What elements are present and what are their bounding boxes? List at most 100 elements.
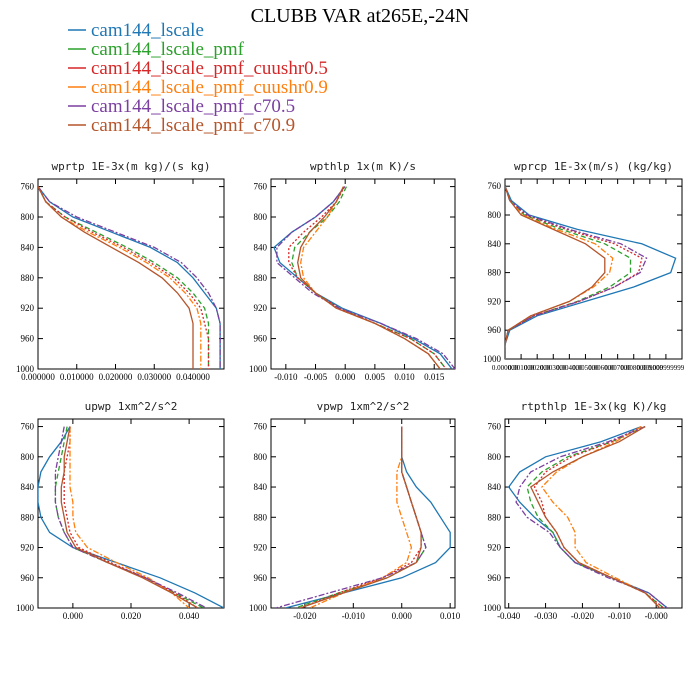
y-tick-label: 880 (488, 512, 502, 522)
x-tick-label: 0.020 (121, 611, 142, 621)
panel-title: vpwp 1xm^2/s^2 (317, 400, 410, 413)
y-tick-label: 760 (488, 181, 502, 191)
x-tick-label: 0.001000 (508, 364, 535, 372)
x-tick-label: 0.040 (179, 611, 200, 621)
x-tick-label: 0.010 (440, 611, 461, 621)
series-line (60, 426, 199, 608)
y-tick-label: 840 (488, 482, 502, 492)
plot-frame (504, 418, 683, 609)
x-tick-label: -0.020 (571, 611, 595, 621)
plot-frame (270, 178, 456, 370)
series-group (507, 425, 668, 608)
x-tick-label: -0.005 (304, 372, 328, 382)
series-line (38, 186, 194, 369)
y-tick-label: 880 (21, 273, 35, 283)
series-line (38, 186, 210, 369)
y-tick-label: 1000 (249, 364, 268, 374)
y-tick-label: 960 (254, 573, 268, 583)
panel-title: wprtp 1E-3x(m kg)/(s kg) (52, 160, 211, 173)
x-tick-label: 0.040000 (176, 372, 210, 382)
x-tick-label: 0.030000 (137, 372, 171, 382)
series-group (505, 185, 677, 359)
series-line (515, 425, 668, 608)
series-line (533, 426, 665, 608)
legend-label: cam144_lscale_pmf_c70.5 (91, 96, 295, 117)
x-tick-label: -0.030 (534, 611, 558, 621)
y-tick-label: 1000 (16, 364, 35, 374)
x-tick-label: 0.015 (424, 372, 445, 382)
x-tick-label: 0.000 (392, 611, 413, 621)
panel-title: wpthlp 1x(m K)/s (310, 160, 416, 173)
chart-panel: wpthlp 1x(m K)/s 760 800 840 880 920 960 1000 -0… (249, 160, 456, 382)
series-line (291, 186, 447, 369)
series-line (505, 185, 677, 359)
y-tick-label: 800 (21, 212, 35, 222)
series-line (505, 185, 643, 359)
series-line (63, 426, 199, 608)
x-tick-label: 0.000 (63, 611, 84, 621)
x-tick-label: 0.020000 (99, 372, 133, 382)
series-line (541, 426, 661, 608)
panel-title: upwp 1xm^2/s^2 (85, 400, 178, 413)
series-line (285, 426, 451, 608)
x-tick-label: 0.003000 (540, 364, 567, 372)
x-tick-label: 0.000000 (492, 364, 519, 372)
series-group (273, 186, 455, 369)
series-group (38, 186, 221, 369)
series-group (38, 426, 224, 608)
y-tick-label: 800 (21, 452, 35, 462)
series-line (297, 186, 441, 369)
series-line (299, 426, 422, 608)
series-line (526, 426, 665, 608)
y-tick-label: 920 (488, 543, 502, 553)
y-tick-label: 1000 (249, 603, 268, 613)
x-tick-label: -0.000 (645, 611, 669, 621)
y-tick-label: 920 (254, 543, 268, 553)
y-tick-label: 840 (254, 242, 268, 252)
chart-panel: upwp 1xm^2/s^2 760 800 840 880 920 960 1000 0.00… (16, 400, 225, 621)
y-tick-label: 920 (488, 296, 502, 306)
legend-entry: cam144_lscale_pmf_cuushr0.5 (68, 58, 328, 79)
y-tick-label: 880 (254, 512, 268, 522)
y-tick-label: 840 (21, 242, 35, 252)
series-line (69, 426, 190, 608)
y-tick-label: 960 (21, 334, 35, 344)
x-tick-label: 0.008000 (621, 364, 648, 372)
y-tick-label: 840 (254, 482, 268, 492)
legend-label: cam144_lscale_pmf_cuushr0.9 (91, 77, 328, 98)
x-tick-label: 0.005000 (572, 364, 599, 372)
x-tick-label: 0.005 (365, 372, 386, 382)
legend-label: cam144_lscale_pmf (91, 39, 245, 60)
chart-panel: wprcp 1E-3x(m/s) (kg/kg) 760 800 840 880 920 9… (483, 160, 685, 372)
y-tick-label: 760 (21, 422, 35, 432)
y-tick-label: 880 (488, 268, 502, 278)
series-line (294, 426, 427, 608)
x-tick-label: -0.010 (274, 372, 298, 382)
series-line (505, 185, 606, 359)
y-tick-label: 920 (21, 543, 35, 553)
y-tick-label: 840 (488, 239, 502, 249)
legend-entry: cam144_lscale (68, 20, 204, 41)
x-tick-label: 0.009999999 (648, 364, 685, 372)
x-tick-label: 0.000000 (21, 372, 55, 382)
legend-label: cam144_lscale_pmf_cuushr0.5 (91, 58, 328, 79)
y-tick-label: 760 (254, 182, 268, 192)
legend-label: cam144_lscale_pmf_c70.9 (91, 115, 295, 136)
series-line (38, 186, 210, 369)
plot-frame (504, 178, 683, 360)
y-tick-label: 880 (21, 512, 35, 522)
legend: cam144_lscalecam144_lscale_pmfcam144_lsc… (68, 20, 328, 136)
x-tick-label: -0.010 (342, 611, 366, 621)
y-tick-label: 1000 (483, 603, 502, 613)
y-tick-label: 800 (488, 210, 502, 220)
chart-panel: rtpthlp 1E-3x(kg K)/kg 760 800 840 880 920 960… (483, 400, 683, 621)
x-tick-label: 0.004000 (556, 364, 583, 372)
legend-entry: cam144_lscale_pmf_cuushr0.9 (68, 77, 328, 98)
legend-entry: cam144_lscale_pmf_c70.5 (68, 96, 295, 117)
y-tick-label: 920 (254, 303, 268, 313)
figure-title: CLUBB VAR at265E,-24N (251, 5, 470, 27)
chart-panel: vpwp 1xm^2/s^2 760 800 840 880 920 960 1000 -0.0… (249, 400, 461, 621)
series-line (309, 426, 413, 608)
y-tick-label: 760 (21, 182, 35, 192)
